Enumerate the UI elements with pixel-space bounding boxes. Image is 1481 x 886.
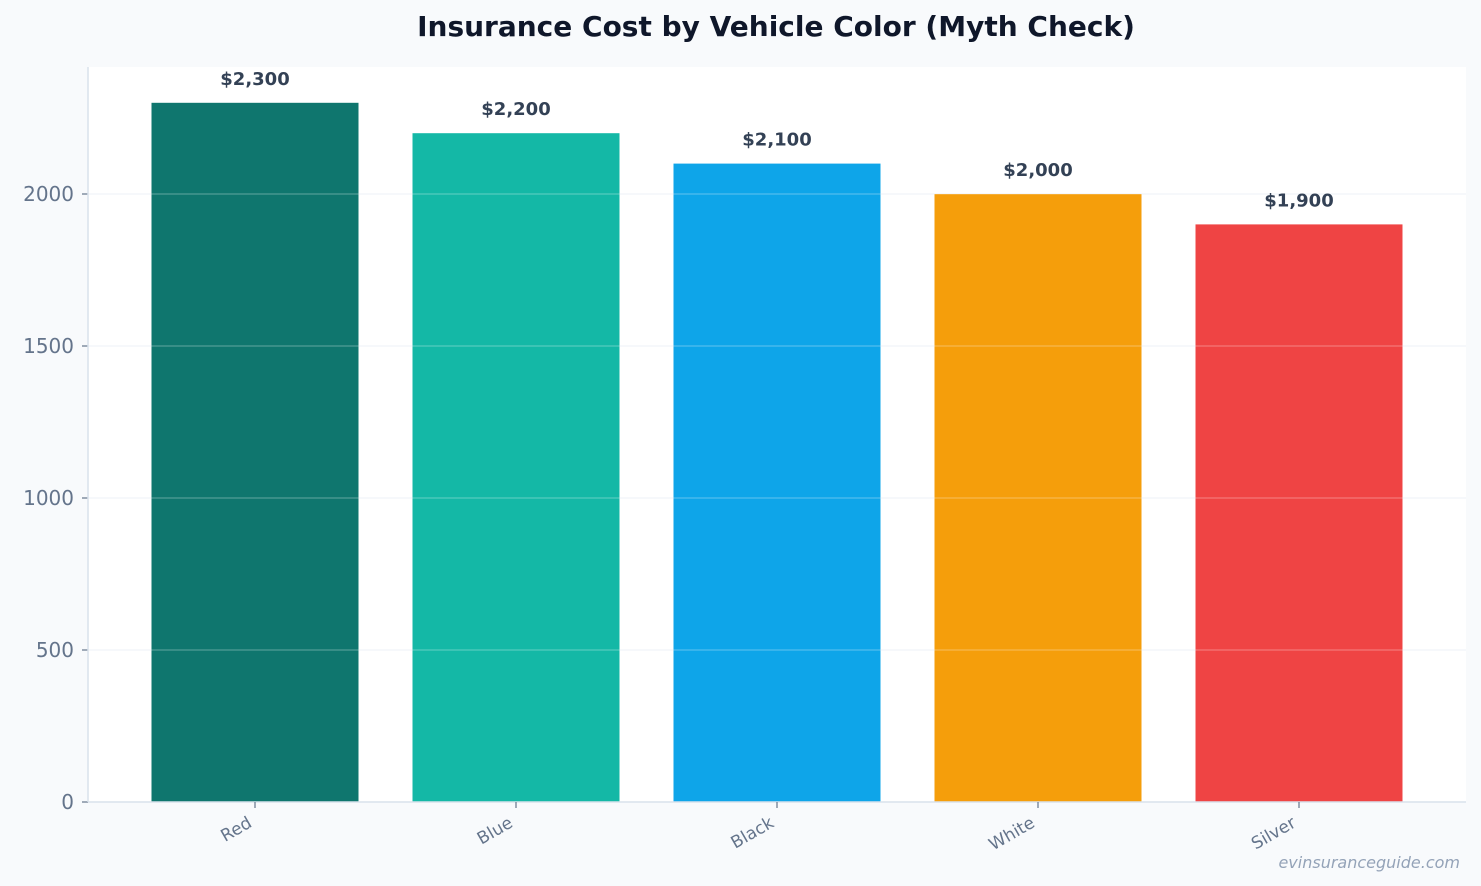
- value-label-red: $2,300: [220, 69, 289, 90]
- bar-red: [151, 102, 359, 803]
- bar-silver: [1195, 224, 1403, 802]
- value-label-white: $2,000: [1003, 160, 1072, 181]
- y-tick-label: 2000: [23, 182, 74, 206]
- value-label-silver: $1,900: [1264, 190, 1333, 211]
- value-label-black: $2,100: [742, 130, 811, 151]
- chart-title: Insurance Cost by Vehicle Color (Myth Ch…: [417, 10, 1135, 43]
- bars: [151, 102, 1403, 803]
- y-tick-label: 0: [61, 790, 74, 814]
- bar-white: [934, 194, 1142, 802]
- y-tick-label: 1500: [23, 334, 74, 358]
- gridlines-overlay: [88, 193, 1466, 651]
- watermark: evinsuranceguide.com: [1278, 853, 1460, 872]
- bar-black: [673, 163, 881, 803]
- value-label-blue: $2,200: [481, 99, 550, 120]
- y-tick-label: 500: [36, 638, 74, 662]
- axes: [82, 67, 1466, 808]
- y-tick-label: 1000: [23, 486, 74, 510]
- bar-blue: [412, 133, 620, 802]
